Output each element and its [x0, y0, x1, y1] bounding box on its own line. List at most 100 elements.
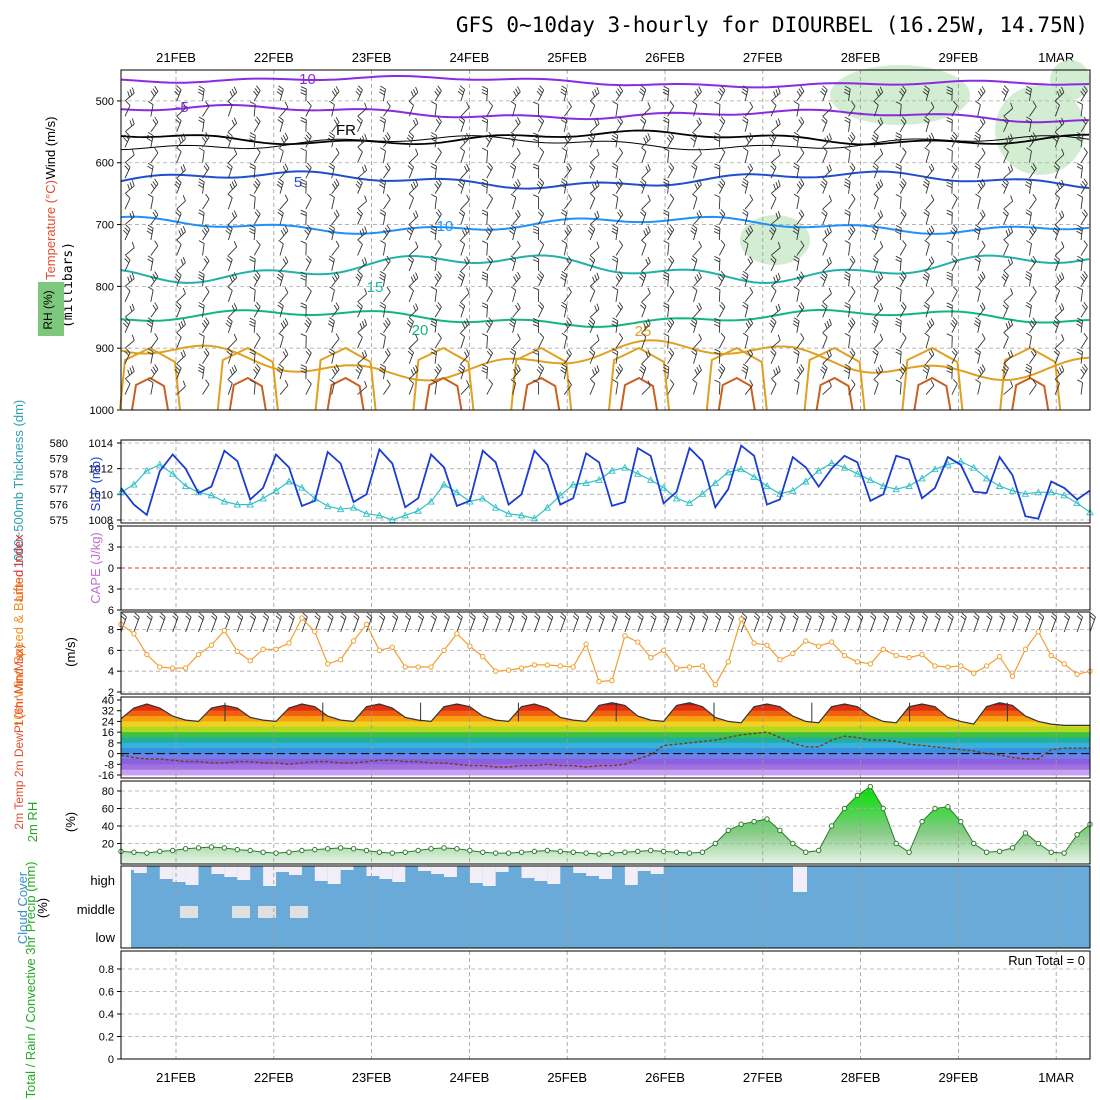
thickness-point: [685, 499, 694, 507]
wind-barb: [873, 352, 879, 364]
wind-barb-flag: [826, 351, 830, 358]
wind-barb: [796, 214, 805, 225]
wind-barb-flag: [742, 273, 748, 278]
wind-barb-flag: [276, 183, 282, 189]
cloud-gap: [534, 866, 548, 881]
cloud-gap: [327, 866, 341, 884]
wind-barb-flag: [923, 211, 929, 217]
wind-barb-flag: [728, 612, 735, 618]
wind-barb-flag: [698, 271, 702, 278]
wind-barb-flag: [364, 164, 368, 171]
wind-barb-flag: [486, 227, 492, 233]
rh-point: [971, 840, 977, 847]
wind-barb-flag: [1010, 380, 1014, 387]
wind-barb: [331, 166, 335, 179]
wind-barb-flag: [1080, 368, 1085, 375]
wind-barb: [641, 354, 651, 364]
rh-point: [376, 849, 383, 855]
rh-point: [428, 846, 434, 852]
wind-barb-flag: [798, 88, 803, 94]
wind-barb-flag: [924, 147, 930, 152]
wind-barb-flag: [1007, 228, 1011, 235]
rh-point: [919, 818, 925, 825]
wind-barb-flag: [780, 612, 786, 618]
wind-barb-flag: [328, 165, 334, 170]
wind-barb: [279, 292, 289, 303]
wind-speed-point: [803, 638, 809, 644]
wind-barb-flag: [249, 615, 255, 621]
wind-barb-flag: [851, 348, 856, 354]
wind-barb: [486, 136, 493, 148]
wind-barb: [176, 305, 182, 318]
wind-barb-flag: [249, 351, 256, 356]
wind-barb-flag: [509, 134, 516, 139]
wind-speed-point: [518, 665, 525, 671]
wind-barb-flag: [415, 148, 419, 155]
wind-barb-flag: [380, 178, 386, 183]
wind-barb-flag: [798, 273, 803, 280]
wind-speed-point: [376, 647, 383, 654]
wind-barb-flag: [647, 194, 651, 201]
wind-barb-flag: [510, 286, 516, 291]
thickness-point: [1008, 486, 1017, 494]
wind-barb-flag: [872, 165, 878, 171]
wind-barb-flag: [820, 183, 826, 189]
wind-barb-flag: [948, 612, 954, 618]
wind-barb-flag: [742, 332, 749, 337]
wind-speed-point: [880, 646, 886, 653]
wind-barb-flag: [828, 318, 832, 325]
wind-barb-flag: [950, 137, 955, 143]
wind-barb-flag: [437, 209, 442, 215]
wind-barb-flag: [592, 369, 595, 376]
wind-barb-flag: [793, 612, 799, 618]
wind-barb-flag: [1002, 273, 1008, 279]
wind-barb: [848, 198, 856, 210]
wind-barb-flag: [305, 319, 311, 326]
wind-barb: [279, 367, 284, 380]
wind-barb: [589, 339, 600, 349]
wind-barb-flag: [561, 363, 568, 368]
thickness-point: [272, 486, 280, 494]
wind-barb-flag: [714, 320, 720, 325]
wind-barb-flag: [895, 258, 902, 263]
wind-barb-flag: [277, 304, 283, 309]
wind-barb: [331, 382, 335, 395]
wind-barb-flag: [819, 612, 825, 618]
wind-barb-flag: [1053, 258, 1059, 263]
top-date-label: 27FEB: [743, 50, 783, 65]
wind-barb-flag: [844, 366, 850, 371]
wind-speed-point: [325, 661, 331, 667]
wind-barb-flag: [1010, 349, 1014, 356]
wind-barb-flag: [284, 132, 289, 139]
wind-barb-flag: [226, 227, 232, 232]
wind-barb-flag: [769, 322, 774, 328]
wind-barb-flag: [851, 224, 856, 231]
wind-barb-flag: [590, 348, 596, 353]
wind-barb-flag: [459, 363, 465, 369]
cape-tick-label: 6: [108, 605, 114, 617]
wind-barb-flag: [466, 349, 470, 356]
wind-barb: [279, 181, 284, 194]
wind-barb-flag: [924, 363, 930, 368]
wind-barb-flag: [1052, 322, 1058, 328]
wind-barb: [150, 197, 154, 210]
wind-barb-flag: [895, 255, 902, 260]
wind-speed-point: [673, 665, 680, 671]
wind-barb-flag: [669, 286, 675, 292]
wind-barb: [1089, 616, 1096, 633]
wind-barb-flag: [176, 85, 182, 91]
wind-barb: [1080, 320, 1083, 333]
wind-barb: [796, 152, 805, 163]
wind-barb-flag: [590, 378, 596, 384]
wind-barb-flag: [946, 367, 953, 371]
wind-barb-flag: [719, 180, 724, 186]
wind-barb-flag: [1061, 117, 1065, 124]
wind-barb: [770, 167, 777, 179]
wind-barb: [176, 293, 186, 303]
wind-barb: [563, 367, 568, 380]
wind-barb-flag: [176, 239, 182, 245]
wind-barb-flag: [203, 350, 208, 357]
wind-barb: [279, 137, 289, 148]
wind-barb: [977, 351, 981, 364]
thickness-point: [1060, 491, 1068, 499]
